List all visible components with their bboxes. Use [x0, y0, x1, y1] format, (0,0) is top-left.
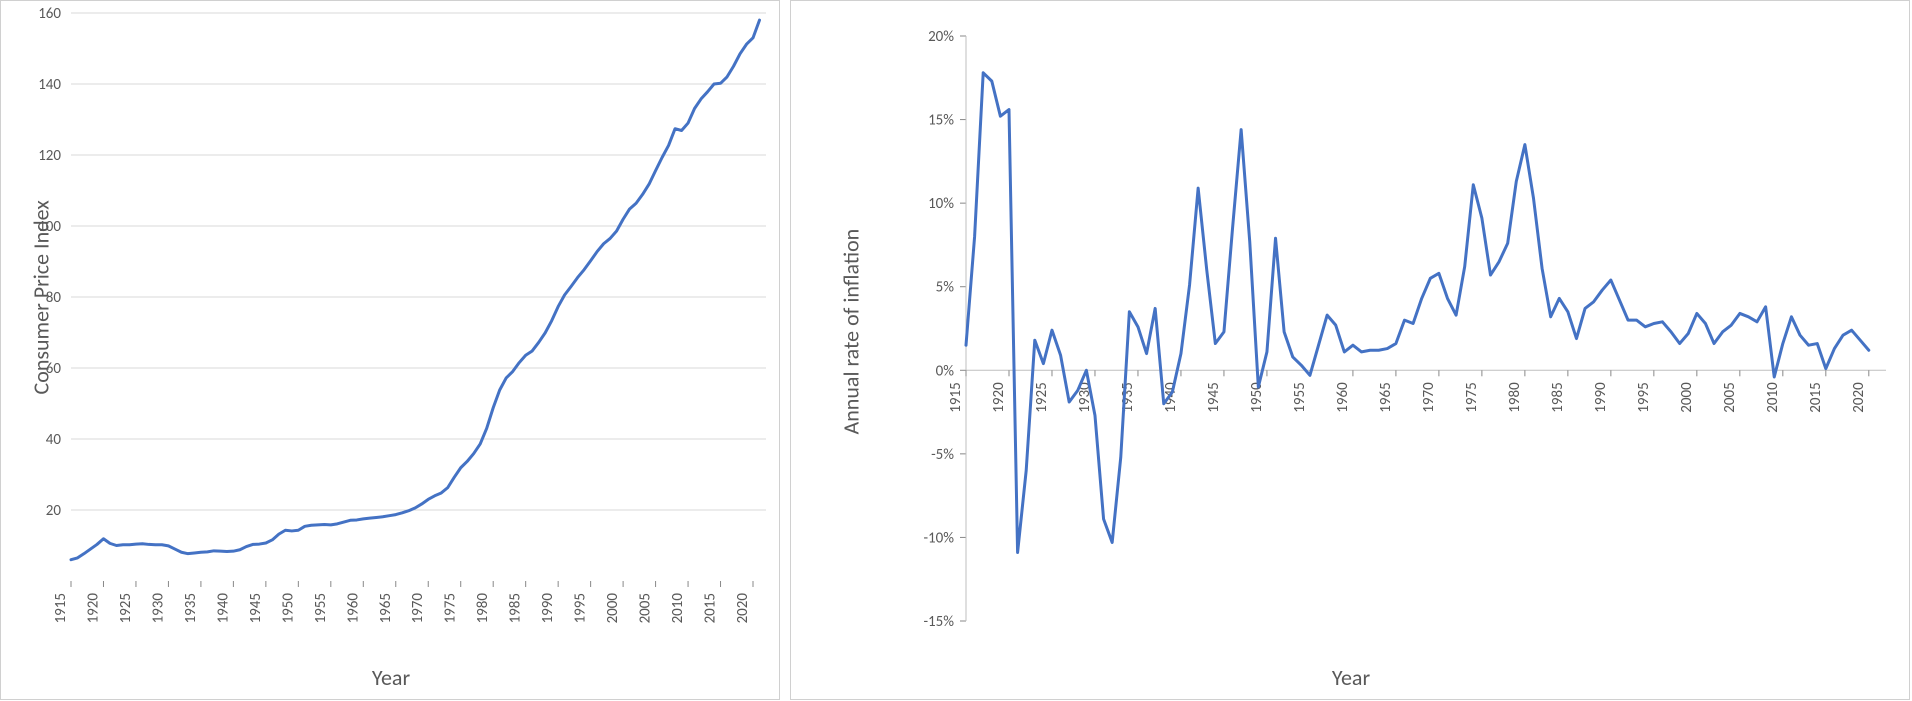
svg-text:1980: 1980	[474, 593, 492, 624]
svg-text:1960: 1960	[1334, 382, 1352, 413]
svg-text:40: 40	[46, 431, 62, 449]
svg-text:2005: 2005	[1721, 382, 1739, 412]
svg-text:15%: 15%	[928, 112, 954, 130]
cpi-chart-container: 2040608010012014016019151920192519301935…	[0, 0, 780, 700]
svg-text:1915: 1915	[52, 593, 70, 623]
svg-text:1955: 1955	[312, 593, 330, 623]
svg-text:2000: 2000	[1678, 382, 1696, 413]
cpi-y-axis-label: Consumer Price Index	[28, 195, 55, 395]
svg-text:1990: 1990	[1592, 382, 1610, 413]
svg-text:1990: 1990	[539, 593, 557, 624]
svg-text:-15%: -15%	[923, 613, 954, 631]
svg-text:-10%: -10%	[923, 529, 954, 547]
svg-text:1970: 1970	[409, 593, 427, 624]
svg-text:1970: 1970	[1420, 382, 1438, 413]
svg-text:1965: 1965	[377, 593, 395, 623]
svg-text:1920: 1920	[84, 593, 102, 624]
svg-text:1945: 1945	[247, 593, 265, 623]
svg-text:1935: 1935	[1119, 382, 1137, 412]
svg-text:2015: 2015	[702, 593, 720, 623]
cpi-x-axis-label: Year	[1, 664, 781, 691]
svg-text:1935: 1935	[182, 593, 200, 623]
svg-text:1985: 1985	[507, 593, 525, 623]
svg-text:1950: 1950	[279, 593, 297, 624]
svg-text:1955: 1955	[1291, 382, 1309, 412]
svg-text:0%: 0%	[936, 362, 955, 380]
svg-text:1975: 1975	[442, 593, 460, 623]
svg-text:5%: 5%	[936, 279, 955, 297]
svg-text:1985: 1985	[1549, 382, 1567, 412]
svg-text:1925: 1925	[1033, 382, 1051, 412]
svg-text:2015: 2015	[1807, 382, 1825, 412]
svg-text:-5%: -5%	[931, 446, 954, 464]
inflation-chart-svg: -15%-10%-5%0%5%10%15%20%1915192019251930…	[791, 1, 1911, 701]
svg-text:2005: 2005	[637, 593, 655, 623]
svg-text:1915: 1915	[947, 382, 965, 412]
svg-text:1960: 1960	[344, 593, 362, 624]
svg-text:2000: 2000	[604, 593, 622, 624]
svg-text:20: 20	[46, 502, 62, 520]
svg-text:10%: 10%	[928, 195, 954, 213]
inflation-y-axis-label: Annual rate of inflation	[838, 195, 865, 435]
svg-text:1980: 1980	[1506, 382, 1524, 413]
inflation-chart-container: -15%-10%-5%0%5%10%15%20%1915192019251930…	[790, 0, 1910, 700]
svg-text:1925: 1925	[117, 593, 135, 623]
svg-text:120: 120	[38, 147, 61, 165]
svg-text:1945: 1945	[1205, 382, 1223, 412]
svg-text:2010: 2010	[1764, 382, 1782, 413]
cpi-chart-svg: 2040608010012014016019151920192519301935…	[1, 1, 781, 701]
svg-text:1940: 1940	[214, 593, 232, 624]
svg-text:140: 140	[38, 76, 61, 94]
svg-text:1975: 1975	[1463, 382, 1481, 412]
svg-text:160: 160	[38, 5, 61, 23]
svg-text:2020: 2020	[1850, 382, 1868, 413]
svg-text:1995: 1995	[572, 593, 590, 623]
svg-text:1995: 1995	[1635, 382, 1653, 412]
svg-text:2020: 2020	[734, 593, 752, 624]
svg-text:1930: 1930	[149, 593, 167, 624]
svg-text:1920: 1920	[990, 382, 1008, 413]
svg-text:1965: 1965	[1377, 382, 1395, 412]
svg-text:20%: 20%	[928, 28, 954, 46]
inflation-x-axis-label: Year	[791, 664, 1911, 691]
svg-text:2010: 2010	[669, 593, 687, 624]
